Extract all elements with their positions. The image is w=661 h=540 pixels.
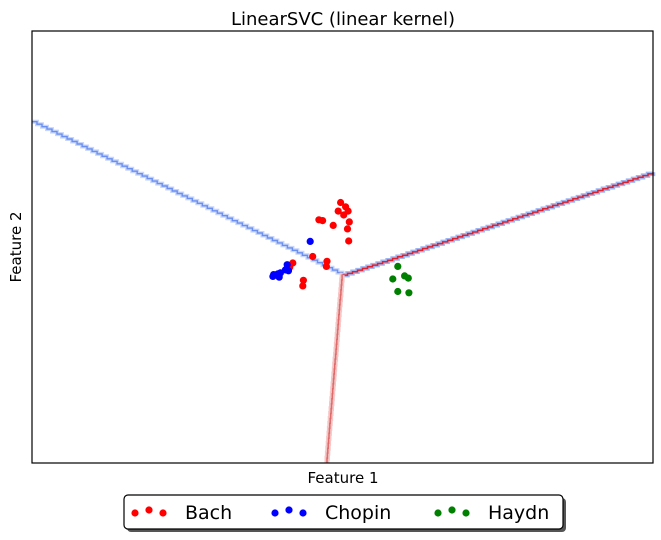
bach-point: [322, 262, 330, 270]
bach-point: [337, 198, 345, 207]
chart-title: LinearSVC (linear kernel): [231, 9, 455, 30]
bach-point: [343, 225, 352, 233]
haydn-point: [389, 275, 397, 283]
series-chopin: [269, 237, 314, 281]
legend-marker: [462, 509, 470, 517]
legend-item-bach: Bach: [131, 502, 232, 524]
y-axis-label: Feature 2: [7, 212, 25, 283]
haydn-point: [405, 289, 413, 297]
data-points: [269, 198, 413, 297]
boundary-chopin-haydn: [326, 274, 343, 463]
haydn-point: [404, 274, 412, 282]
legend-marker: [145, 506, 153, 514]
x-axis-label: Feature 1: [308, 469, 379, 487]
legend-label: Haydn: [488, 502, 549, 524]
legend-marker: [271, 509, 279, 517]
legend-box: [123, 494, 564, 530]
series-haydn: [389, 262, 413, 297]
bach-point: [345, 237, 353, 245]
boundary-bach-chopin: [32, 121, 344, 276]
legend-marker: [448, 506, 456, 514]
decision-boundaries: [32, 119, 656, 463]
plot-frame: [31, 30, 654, 464]
haydn-point: [394, 262, 402, 270]
series-bach: [286, 198, 353, 290]
chopin-point: [269, 272, 277, 280]
chopin-point: [306, 237, 314, 245]
legend-label: Bach: [185, 502, 232, 524]
legend-item-chopin: Chopin: [271, 502, 391, 524]
boundary-bach-haydn: [342, 172, 654, 276]
legend-marker: [299, 509, 307, 517]
bach-point: [344, 207, 352, 215]
legend-marker: [434, 509, 442, 517]
legend-marker: [285, 506, 293, 514]
bach-point: [315, 216, 323, 224]
bach-point: [334, 207, 342, 215]
legend: Bach Chopin Haydn: [123, 494, 566, 532]
legend-label: Chopin: [325, 502, 391, 524]
chopin-point: [284, 267, 293, 275]
legend-marker: [131, 509, 139, 517]
legend-item-haydn: Haydn: [434, 502, 549, 524]
bach-point: [309, 252, 317, 261]
bach-point: [345, 218, 353, 226]
bach-point: [299, 282, 307, 290]
bach-point: [299, 276, 307, 284]
chopin-point: [275, 273, 283, 281]
legend-marker: [159, 509, 167, 517]
bach-point: [329, 221, 337, 229]
haydn-point: [394, 287, 402, 296]
